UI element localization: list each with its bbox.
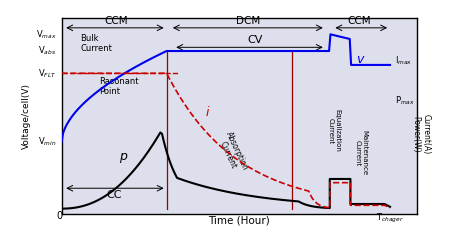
Text: I$_{max}$: I$_{max}$: [395, 54, 412, 67]
Text: Rasonant
Point: Rasonant Point: [99, 77, 138, 96]
Text: Absorption
Current: Absorption Current: [215, 130, 250, 176]
Text: CV: CV: [247, 35, 262, 45]
Text: CC: CC: [106, 190, 122, 200]
Text: i: i: [205, 106, 209, 119]
Text: Maintenance
Current: Maintenance Current: [355, 131, 368, 176]
X-axis label: Time (Hour): Time (Hour): [209, 216, 270, 226]
Text: v: v: [356, 53, 363, 66]
Text: V$_{FLT}$: V$_{FLT}$: [38, 67, 56, 80]
Text: DCM: DCM: [236, 16, 260, 26]
Text: P$_{max}$: P$_{max}$: [395, 95, 415, 107]
Text: Current(A)
Power(W): Current(A) Power(W): [411, 114, 430, 154]
Text: CCM: CCM: [104, 16, 128, 26]
Text: Bulk
Current: Bulk Current: [80, 34, 112, 53]
Text: 0: 0: [57, 211, 63, 222]
Text: T$_{chager}$: T$_{chager}$: [376, 211, 404, 225]
Text: Equalization
Current: Equalization Current: [328, 109, 341, 152]
Text: Voltage/cell(V): Voltage/cell(V): [22, 83, 30, 149]
Text: V$_{max}$: V$_{max}$: [36, 28, 56, 41]
Text: p: p: [118, 150, 127, 163]
Text: V$_{min}$: V$_{min}$: [38, 136, 56, 148]
Text: CCM: CCM: [348, 16, 371, 26]
Text: V$_{abs}$: V$_{abs}$: [38, 45, 56, 57]
